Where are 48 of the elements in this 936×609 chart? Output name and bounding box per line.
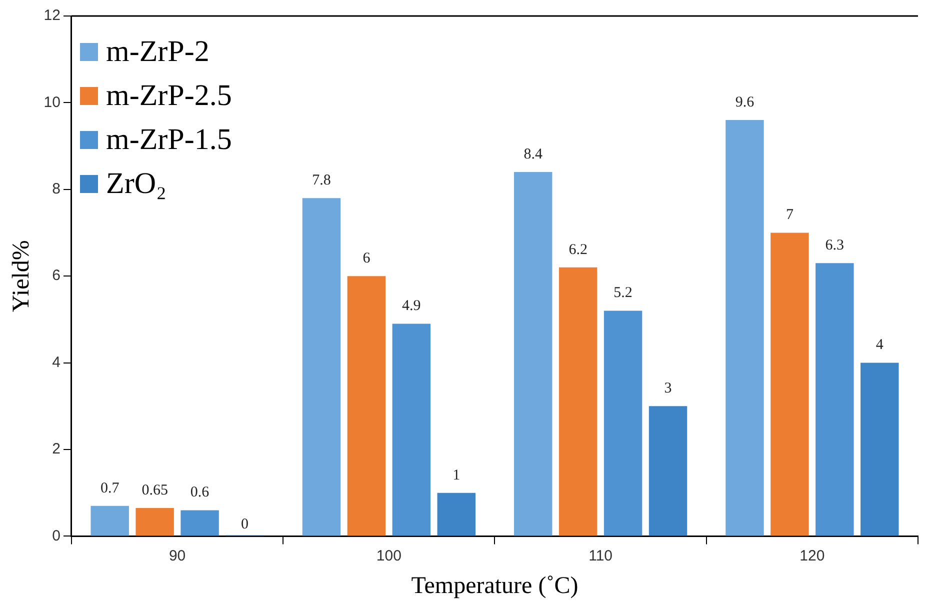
bar xyxy=(90,506,129,536)
data-label: 8.4 xyxy=(524,146,543,162)
bar xyxy=(347,276,386,536)
y-axis-title: Yield% xyxy=(8,240,35,312)
bar xyxy=(302,198,341,536)
y-tick-label: 4 xyxy=(52,354,60,371)
data-label: 0.6 xyxy=(190,484,210,501)
x-axis-title: Temperature (˚C) xyxy=(411,572,578,599)
data-label: 0.65 xyxy=(142,482,168,498)
data-label: 7.8 xyxy=(312,172,331,189)
y-tick-label: 0 xyxy=(52,527,60,544)
y-tick-label: 6 xyxy=(52,267,60,284)
x-tick-label: 110 xyxy=(588,547,613,564)
bar xyxy=(816,263,854,536)
y-tick-label: 10 xyxy=(44,94,60,111)
x-tick-label: 100 xyxy=(376,547,402,564)
data-label: 0.7 xyxy=(100,480,120,496)
data-label: 1 xyxy=(452,467,460,484)
data-label: 0 xyxy=(241,516,249,533)
bar xyxy=(514,172,552,536)
y-tick-label: 8 xyxy=(52,180,60,198)
bar xyxy=(726,120,764,536)
data-label: 4 xyxy=(876,337,884,354)
x-tick-label: 120 xyxy=(800,547,825,564)
bar xyxy=(437,492,476,536)
bar xyxy=(392,324,431,536)
data-label: 7 xyxy=(786,207,794,224)
y-tick-label: 2 xyxy=(52,440,60,458)
data-label: 6.3 xyxy=(825,238,844,254)
legend-label: ZrO₂ xyxy=(106,166,166,202)
bar xyxy=(180,510,219,536)
data-label: 4.9 xyxy=(402,298,421,314)
data-label: 6.2 xyxy=(568,242,588,258)
data-label: 5.2 xyxy=(614,285,632,302)
bar xyxy=(860,362,899,536)
legend-label: m-ZrP-2 xyxy=(106,34,210,70)
legend-label: m-ZrP-1.5 xyxy=(106,122,232,158)
bar xyxy=(604,310,642,536)
bar xyxy=(648,406,688,536)
data-label: 3 xyxy=(664,380,672,397)
x-tick-label: 90 xyxy=(168,547,186,564)
data-label: 9.6 xyxy=(735,94,755,110)
bar xyxy=(770,232,809,536)
bar xyxy=(558,267,598,536)
data-label: 6 xyxy=(362,250,371,267)
y-tick-label: 12 xyxy=(44,7,60,24)
bar xyxy=(136,508,174,536)
legend-label: m-ZrP-2.5 xyxy=(106,78,232,114)
